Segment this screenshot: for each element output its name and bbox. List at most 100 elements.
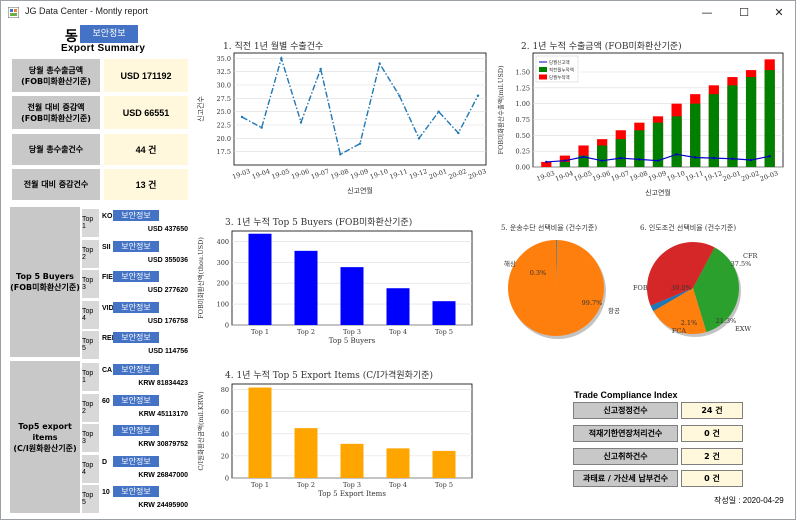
summary-value: 13 건 <box>104 169 188 200</box>
compliance-label: 신고정정건수 <box>573 402 678 419</box>
ranked-entry: 60 보안정보 KRW 45113170 <box>100 393 188 422</box>
close-button[interactable]: ✕ <box>774 6 784 19</box>
x-tick-label: 19-05 <box>573 169 593 183</box>
title-bar: JG Data Center - Montly report — ☐ ✕ <box>1 1 795 25</box>
data-point <box>563 159 567 162</box>
bar <box>340 267 364 325</box>
entry-amount: USD 176758 <box>147 317 188 325</box>
y-tick-label: 32.5 <box>217 68 231 76</box>
data-point <box>694 156 697 159</box>
monthly-count-line-chart: 17.520.022.525.027.530.032.535.019-03 19-… <box>196 52 487 195</box>
x-tick-label: 20-02 <box>740 169 760 183</box>
pie-pct: 0.3% <box>530 269 547 277</box>
data-point <box>437 110 440 113</box>
security-badge: 보안정보 <box>113 332 159 343</box>
x-tick-label: Top 2 <box>297 328 315 336</box>
pie-label: FCA <box>672 327 686 335</box>
entry-code: SII <box>102 243 111 251</box>
x-axis-label: 신고연월 <box>645 188 671 197</box>
ranked-entry: 10 보안정보 KRW 24495900 <box>100 485 188 513</box>
app-icon <box>8 7 19 18</box>
bar <box>248 387 272 478</box>
legend-label: 직전월누적액 <box>549 67 574 74</box>
entry-amount: KRW 26847000 <box>138 471 188 479</box>
security-badge: 보안정보 <box>113 271 159 282</box>
entry-code: 10 <box>102 489 110 496</box>
compliance-value: 0 건 <box>681 470 743 487</box>
compliance-label: 적재기한연장처리건수 <box>573 425 678 442</box>
minimize-button[interactable]: — <box>701 6 713 19</box>
bar <box>294 428 318 478</box>
trade-compliance-title: Trade Compliance Index <box>574 390 678 400</box>
security-badge: 보안정보 <box>113 240 159 252</box>
compliance-value: 0 건 <box>681 425 743 442</box>
summary-label: 전월 대비 증감액 (FOB미화환산기준) <box>12 96 100 129</box>
data-point <box>476 94 480 97</box>
y-tick-label: 0.25 <box>516 148 530 156</box>
bar-prior-cumulative <box>745 77 757 167</box>
bar <box>386 288 410 325</box>
entry-amount: USD 114756 <box>148 348 188 355</box>
entry-amount: KRW 24495900 <box>138 502 188 509</box>
x-tick-label: Top 5 <box>435 328 453 336</box>
compliance-label: 과태료 / 가산세 납부건수 <box>573 470 678 487</box>
y-tick-label: 30.0 <box>217 82 231 90</box>
bar-prior-cumulative <box>559 161 571 167</box>
data-point <box>260 126 263 129</box>
pie-slice <box>556 240 557 288</box>
bar-prior-cumulative <box>764 70 775 167</box>
data-point <box>280 57 283 60</box>
data-point <box>398 94 401 97</box>
entry-amount: KRW 45113170 <box>138 410 188 418</box>
y-axis-label: FOB미화환산수출액(mil.USD) <box>496 65 505 155</box>
y-tick-label: 0.50 <box>516 132 530 140</box>
entry-amount: USD 355036 <box>147 256 188 264</box>
x-tick-label: 19-08 <box>629 169 649 183</box>
entry-amount: KRW 81834423 <box>138 380 188 387</box>
entry-code: CA <box>102 367 113 374</box>
y-axis-label: 신고건수 <box>196 96 205 122</box>
transport-pie-chart: 해상 0.3% 항공 99.7% <box>504 240 620 339</box>
y-tick-label: 0.00 <box>516 164 530 172</box>
maximize-button[interactable]: ☐ <box>739 6 749 19</box>
bar-prior-cumulative <box>671 116 682 167</box>
compliance-label: 신고취하건수 <box>573 448 678 465</box>
data-point <box>712 156 716 160</box>
bar-prior-cumulative <box>727 85 738 167</box>
pie-slice <box>647 242 715 306</box>
x-tick-label: Top 2 <box>297 481 315 489</box>
y-tick-label: 40 <box>221 430 229 438</box>
bar <box>294 250 318 325</box>
x-tick-label: Top 5 <box>435 481 453 489</box>
x-tick-label: 20-02 <box>447 167 467 181</box>
ranked-entry: FIE 보안정보 USD 277620 <box>100 270 188 298</box>
legend-swatch <box>539 67 547 72</box>
rank-label: Top 2 <box>82 239 99 268</box>
rank-label: Top 4 <box>82 454 99 483</box>
y-tick-label: 300 <box>217 259 229 267</box>
y-tick-label: 80 <box>221 386 229 394</box>
x-tick-label: 19-05 <box>270 167 290 181</box>
security-badge: 보안정보 <box>113 364 159 375</box>
data-point <box>600 159 604 162</box>
rank-label: Top 1 <box>82 363 99 391</box>
entry-code: FIE <box>102 274 113 281</box>
y-tick-label: 200 <box>217 280 229 288</box>
entry-amount: KRW 30879752 <box>138 441 188 448</box>
x-tick-label: 19-06 <box>591 169 611 183</box>
security-badge: 보안정보 <box>113 425 159 436</box>
bar <box>386 448 410 478</box>
legend-swatch <box>539 74 547 80</box>
y-tick-label: 1.00 <box>516 100 530 108</box>
y-tick-label: 0.75 <box>516 116 530 124</box>
x-tick-label: 19-09 <box>349 167 369 181</box>
page-subtitle: Export Summary <box>61 43 146 54</box>
pie-slice <box>653 288 707 334</box>
data-point <box>299 121 303 124</box>
security-badge: 보안정보 <box>80 25 138 43</box>
bar-prior-cumulative <box>615 139 626 167</box>
chart4-title: 4. 1년 누적 Top 5 Export Items (C/I가격원화기준) <box>225 371 433 381</box>
data-point <box>749 158 753 162</box>
entry-amount: USD 277620 <box>147 287 188 294</box>
